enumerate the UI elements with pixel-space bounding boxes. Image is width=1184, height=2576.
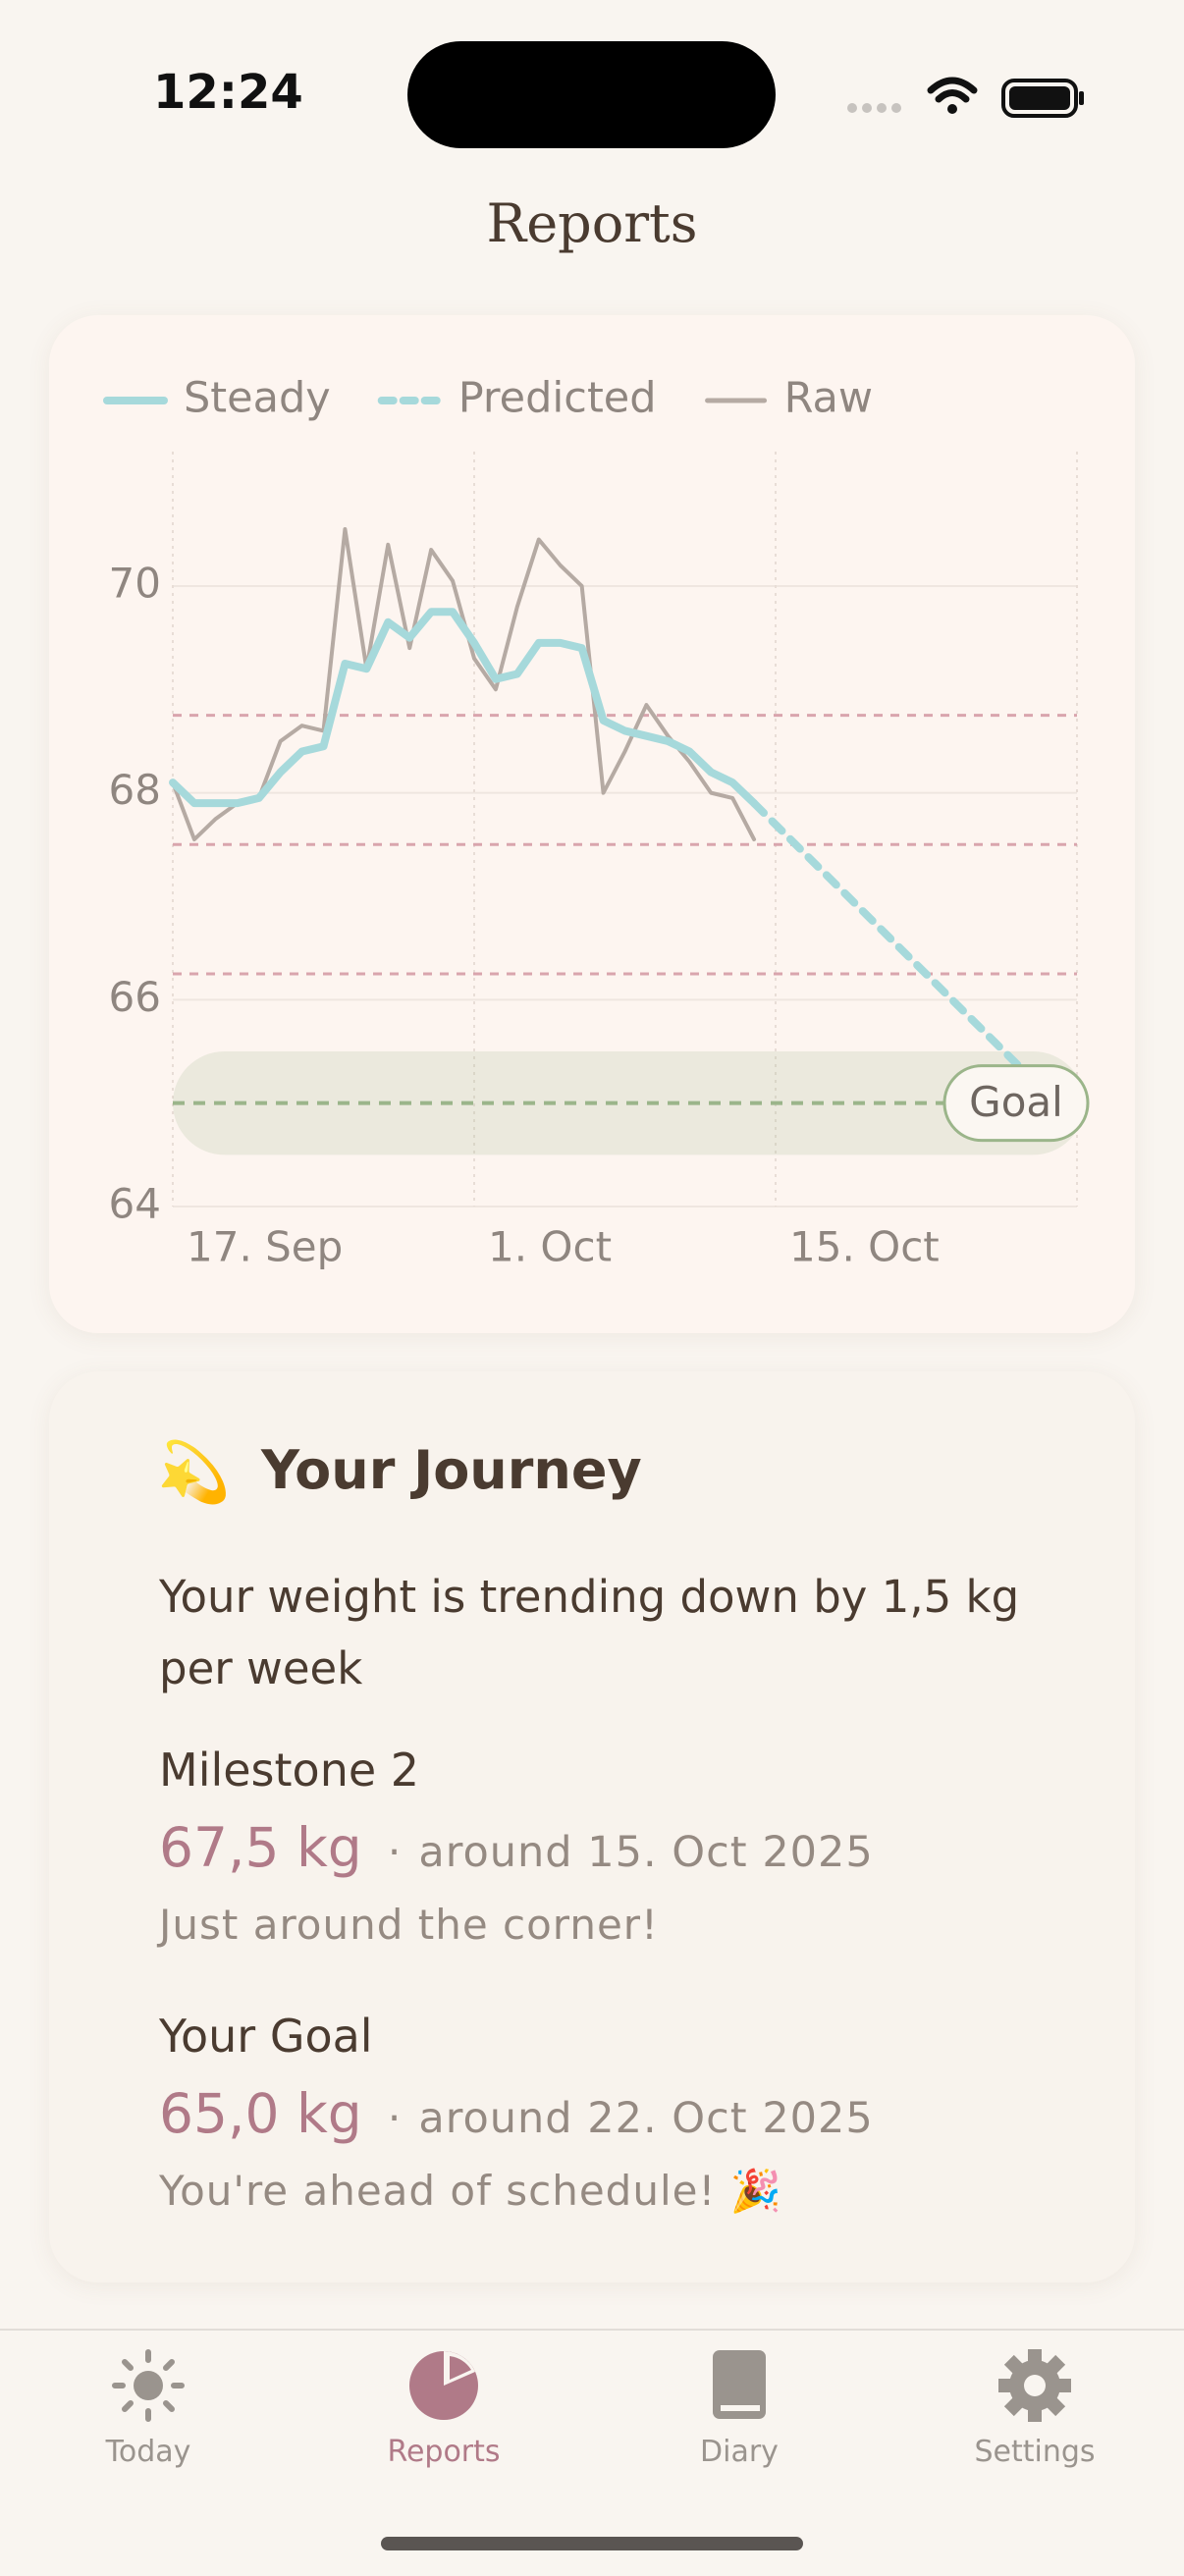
milestone-note: Just around the corner! [159,1901,659,1949]
milestone-row: 67,5 kg · around 15. Oct 2025 [159,1816,874,1879]
milestone-separator: · [387,2094,402,2143]
tab-item[interactable]: Diary [700,2435,779,2469]
status-time: 12:24 [153,65,303,120]
home-indicator [381,2537,803,2550]
goal-pill [942,1064,1090,1143]
series-line [171,527,757,842]
milestone-date: around 22. Oct 2025 [418,2094,874,2143]
y-tick-label: 70 [109,559,161,607]
tab-bar [0,2329,1184,2576]
milestone-date: around 15. Oct 2025 [418,1828,874,1877]
y-tick-label: 68 [109,766,161,814]
chart-card [49,315,1135,1333]
milestone-name: Milestone 2 [159,1744,420,1797]
legend-label: Raw [784,374,873,423]
y-tick-label: 64 [109,1180,161,1228]
y-tick-label: 66 [109,973,161,1021]
journey-title: Your Journey [261,1439,642,1501]
series-line [169,608,759,808]
journey-card [49,1371,1135,2282]
status-icons [847,77,1084,118]
tab-item[interactable]: Reports [387,2435,501,2469]
x-tick-label: 17. Sep [187,1223,343,1271]
journey-icon: 💫 [157,1438,231,1507]
tab-icons [112,2349,1071,2422]
x-tick-label: 15. Oct [789,1223,940,1271]
milestone-weight: 67,5 kg [159,1816,362,1879]
milestone-note: You're ahead of schedule! 🎉 [159,2167,782,2215]
page-title: Reports [486,192,698,254]
legend-label: Predicted [458,374,657,423]
goal-label: Goal [969,1078,1063,1126]
chart: 64 66 68 70 17. Sep 1. Oct 15. Oct Goal Steady Pr… [103,374,1090,1271]
legend-label: Steady [184,374,331,423]
tab-item[interactable]: Settings [974,2435,1096,2469]
journey-summary: Your weight is trending down by 1,5 kg p… [159,1571,1020,1694]
x-tick-label: 1. Oct [488,1223,612,1271]
milestone-row: 65,0 kg · around 22. Oct 2025 [159,2082,874,2145]
milestone-separator: · [387,1828,402,1877]
milestone-weight: 65,0 kg [159,2082,362,2145]
milestone-name: Your Goal [159,2010,373,2063]
tab-item[interactable]: Today [105,2435,191,2469]
dynamic-island [407,41,776,148]
